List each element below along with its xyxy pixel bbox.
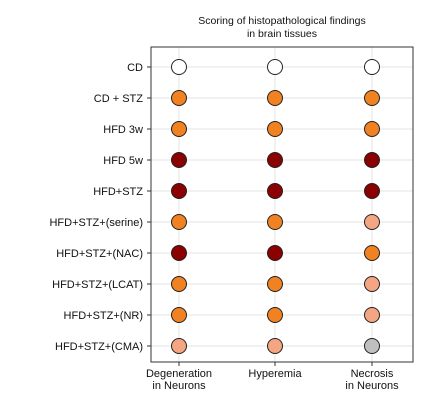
score-point-gray: [364, 338, 380, 354]
score-point-dark: [171, 152, 187, 168]
row-label: HFD+STZ+(CMA): [55, 341, 143, 353]
row-label: HFD 3w: [103, 124, 143, 136]
score-point-none: [364, 59, 380, 75]
column-label: Necrosis: [351, 368, 394, 380]
score-point-dark: [267, 152, 283, 168]
score-point-none: [171, 59, 187, 75]
score-point-light: [171, 338, 187, 354]
chart-title: Scoring of histopathological findings in…: [198, 15, 366, 40]
score-point-medium: [171, 214, 187, 230]
score-point-medium: [364, 245, 380, 261]
score-point-dark: [267, 183, 283, 199]
row-label: CD: [127, 62, 143, 74]
row-label: HFD+STZ+(LCAT): [52, 279, 143, 291]
score-point-medium: [171, 90, 187, 106]
score-point-medium: [267, 121, 283, 137]
row-label: HFD+STZ+(NR): [64, 310, 143, 322]
score-point-light: [364, 214, 380, 230]
score-point-dark: [171, 183, 187, 199]
score-point-dark: [364, 152, 380, 168]
score-point-medium: [267, 214, 283, 230]
row-label: HFD+STZ: [93, 186, 143, 198]
chart-title-line-1: Scoring of histopathological findings: [198, 15, 366, 27]
score-point-none: [267, 59, 283, 75]
score-point-medium: [267, 276, 283, 292]
chart-title-line-2: in brain tissues: [247, 28, 317, 40]
row-label: CD + STZ: [94, 93, 143, 105]
score-point-dark: [267, 245, 283, 261]
column-label: Hyperemia: [248, 368, 302, 380]
score-point-medium: [171, 121, 187, 137]
score-point-medium: [267, 90, 283, 106]
row-labels: CD CD + STZ HFD 3w HFD 5w HFD+STZ HFD+STZ+(se…: [49, 62, 151, 353]
score-point-dark: [171, 245, 187, 261]
score-point-dark: [364, 183, 380, 199]
row-label: HFD 5w: [103, 155, 143, 167]
score-point-medium: [171, 276, 187, 292]
row-label: HFD+STZ+(NAC): [56, 248, 143, 260]
plot-frame: [150, 46, 414, 363]
column-label: in Neurons: [152, 380, 206, 392]
row-label: HFD+STZ+(serine): [49, 217, 143, 229]
score-point-light: [364, 307, 380, 323]
score-point-medium: [364, 121, 380, 137]
score-point-medium: [171, 307, 187, 323]
score-point-light: [267, 338, 283, 354]
column-label: in Neurons: [345, 380, 399, 392]
column-label: Degeneration: [146, 368, 212, 380]
score-point-medium: [267, 307, 283, 323]
score-point-light: [364, 276, 380, 292]
score-points: [171, 59, 380, 354]
score-point-medium: [364, 90, 380, 106]
